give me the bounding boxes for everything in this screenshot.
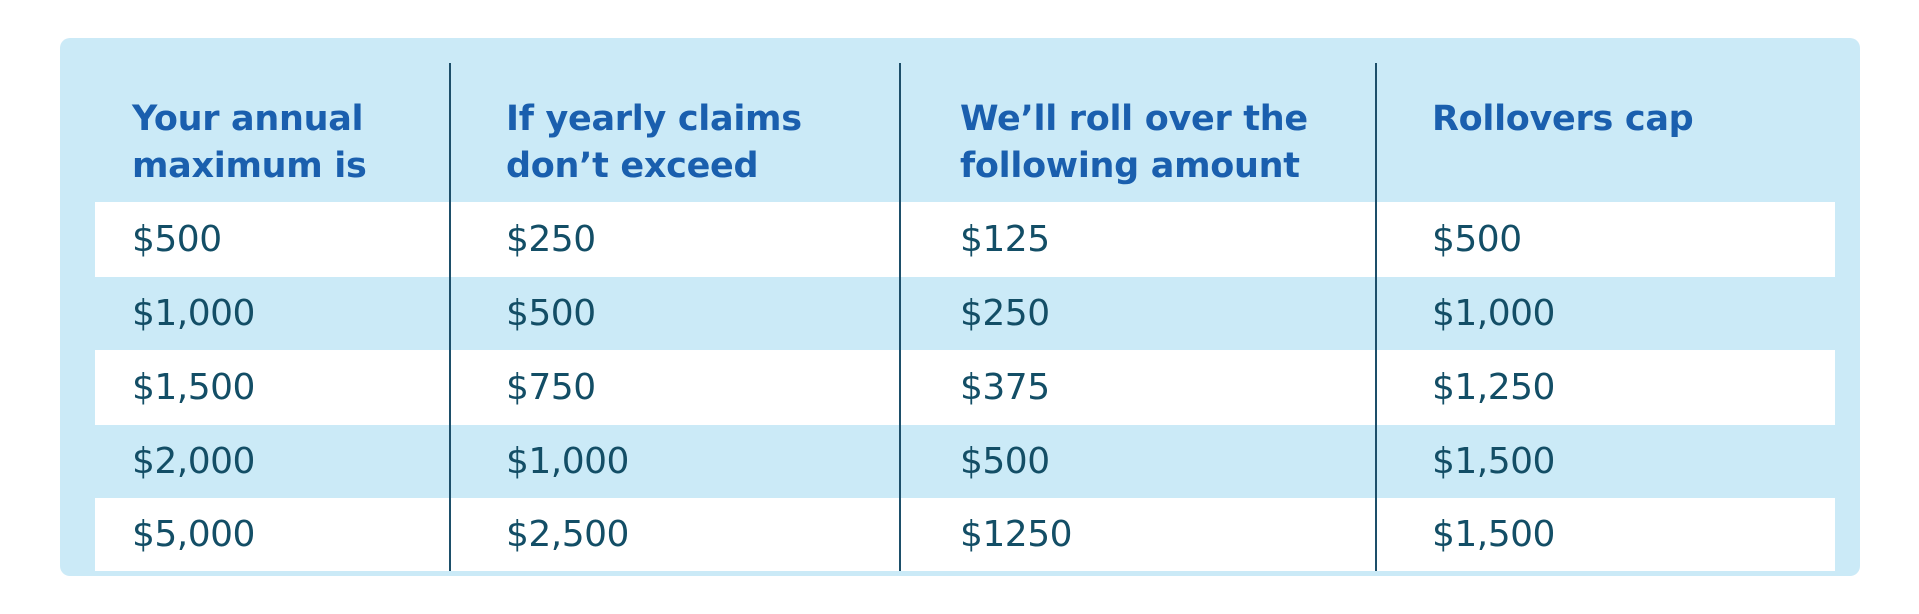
cell-yearly-claims: $750: [506, 367, 596, 408]
cell-rollovers-cap: $1,000: [1432, 293, 1555, 334]
rollover-table-panel: Your annual maximum is If yearly claims …: [60, 38, 1860, 576]
header-rollover-amount: We’ll roll over the following amount: [900, 63, 1375, 214]
header-rollovers-cap-label: Rollovers cap: [1432, 99, 1694, 139]
cell-rollover-amount: $1250: [960, 514, 1073, 555]
table-row: $1,500 $750 $375 $1,250: [95, 350, 1835, 425]
header-rollovers-cap: Rollovers cap: [1375, 63, 1835, 214]
header-yearly-claims-label: If yearly claims don’t exceed: [506, 99, 802, 186]
cell-rollovers-cap: $1,500: [1432, 514, 1555, 555]
cell-annual-maximum: $1,500: [132, 367, 255, 408]
cell-rollover-amount: $125: [960, 219, 1050, 260]
cell-rollover-amount: $500: [960, 441, 1050, 482]
rollover-table: Your annual maximum is If yearly claims …: [95, 63, 1835, 571]
header-annual-maximum-label: Your annual maximum is: [132, 99, 367, 186]
column-divider: [899, 63, 901, 571]
cell-rollover-amount: $375: [960, 367, 1050, 408]
cell-annual-maximum: $2,000: [132, 441, 255, 482]
cell-annual-maximum: $5,000: [132, 514, 255, 555]
header-annual-maximum: Your annual maximum is: [95, 63, 450, 214]
cell-rollovers-cap: $1,500: [1432, 441, 1555, 482]
header-yearly-claims: If yearly claims don’t exceed: [450, 63, 900, 214]
column-divider: [1375, 63, 1377, 571]
table-row: $5,000 $2,500 $1250 $1,500: [95, 498, 1835, 571]
header-rollover-amount-label: We’ll roll over the following amount: [960, 99, 1308, 186]
cell-rollover-amount: $250: [960, 293, 1050, 334]
cell-rollovers-cap: $500: [1432, 219, 1522, 260]
table-row: $1,000 $500 $250 $1,000: [95, 277, 1835, 350]
table-row: $500 $250 $125 $500: [95, 202, 1835, 277]
table-row: $2,000 $1,000 $500 $1,500: [95, 425, 1835, 498]
table-header-row: Your annual maximum is If yearly claims …: [95, 63, 1835, 214]
cell-annual-maximum: $1,000: [132, 293, 255, 334]
cell-yearly-claims: $2,500: [506, 514, 629, 555]
column-divider: [449, 63, 451, 571]
cell-yearly-claims: $250: [506, 219, 596, 260]
cell-yearly-claims: $500: [506, 293, 596, 334]
cell-annual-maximum: $500: [132, 219, 222, 260]
cell-rollovers-cap: $1,250: [1432, 367, 1555, 408]
cell-yearly-claims: $1,000: [506, 441, 629, 482]
